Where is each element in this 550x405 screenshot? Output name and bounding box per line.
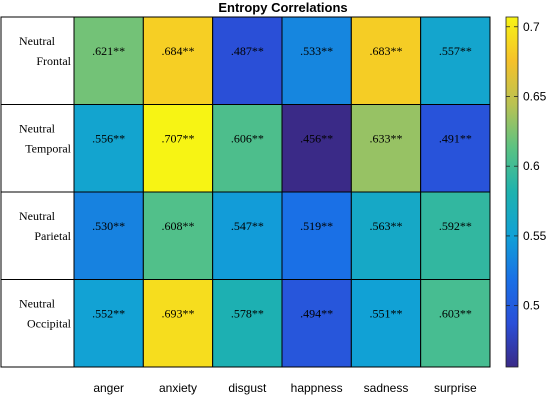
heatmap-cell [350,16,422,105]
row-label-line1: Neutral [19,34,56,48]
cell-value-label: .491** [439,131,472,145]
x-tick-label: anxiety [159,381,197,395]
cell-value-label: .547** [231,219,264,233]
cell-value-label: .456** [300,131,333,145]
heatmap-cell [73,191,144,280]
row-label-line2: Temporal [25,142,71,156]
cell-value-label: .487** [231,44,264,58]
heatmap-cell [350,104,422,193]
heatmap-cell [420,279,491,368]
colorbar: 0.5 0.55 0.6 0.65 0.7 [505,16,547,368]
chart-title: Entropy Correlations [218,0,347,15]
row-label-box [0,279,75,368]
x-tick-label: sadness [364,381,409,395]
heatmap-cell [212,16,283,105]
colorbar-tick-label: 0.6 [523,159,540,173]
colorbar-tick-label: 0.55 [523,229,547,243]
row-label-line2: Parietal [34,229,71,243]
cell-value-label: .684** [162,44,195,58]
colorbar-gradient [505,16,519,368]
x-tick-label: surprise [434,381,477,395]
x-tick-label: disgust [228,381,267,395]
x-tick-label: anger [93,381,124,395]
heatmap-cell [420,191,491,280]
row-labels: Neutral Frontal Neutral Temporal Neutral Pari… [0,16,75,368]
cell-value-label: .530** [92,219,125,233]
cell-value-label: .633** [370,131,403,145]
heatmap-cell [281,191,352,280]
x-tick-label: happness [291,381,343,395]
cell-value-label: .603** [439,306,472,320]
row-label-box [0,191,75,280]
cell-value-label: .519** [300,219,333,233]
cell-value-label: .693** [162,306,195,320]
cell-value-label: .606** [231,131,264,145]
heatmap-cell [420,16,491,105]
heatmap-cell [142,279,214,368]
heatmap-cell [142,16,214,105]
row-label-line1: Neutral [19,297,56,311]
cell-value-label: .621** [92,44,125,58]
heatmap-cell [73,104,144,193]
heatmap-cell [73,16,144,105]
heatmap-cell [350,191,422,280]
heatmap-cell [212,191,283,280]
x-axis-ticks: anger anxiety disgust happness sadness surpri… [93,381,477,395]
row-label-line2: Frontal [36,54,71,68]
heatmap-cell [212,104,283,193]
row-label-line2: Occipital [27,317,72,331]
heatmap-cell-labels: .621** .684** .487** .533** .683** .557** .556… [92,44,472,321]
cell-value-label: .556** [92,131,125,145]
cell-value-label: .608** [162,219,195,233]
cell-value-label: .578** [231,306,264,320]
row-label-box [0,104,75,193]
row-label-line1: Neutral [19,122,56,136]
row-label-box [0,16,75,105]
cell-value-label: .683** [370,44,403,58]
heatmap-cell [281,104,352,193]
colorbar-tick-label: 0.7 [523,20,540,34]
cell-value-label: .552** [92,306,125,320]
colorbar-tick-label: 0.65 [523,89,547,103]
heatmap-cell [212,279,283,368]
heatmap-cells [73,16,491,368]
cell-value-label: .551** [370,306,403,320]
heatmap-cell [142,191,214,280]
cell-value-label: .557** [439,44,472,58]
heatmap-cell [281,279,352,368]
heatmap-cell [420,104,491,193]
colorbar-ticks: 0.5 0.55 0.6 0.65 0.7 [506,20,547,313]
cell-value-label: .707** [162,131,195,145]
heatmap-cell [281,16,352,105]
cell-value-label: .494** [300,306,333,320]
heatmap-cell [350,279,422,368]
plot-area-frame [0,16,491,368]
cell-value-label: .563** [370,219,403,233]
heatmap-cell [142,104,214,193]
cell-value-label: .592** [439,219,472,233]
heatmap-cell [73,279,144,368]
row-label-line1: Neutral [19,209,56,223]
colorbar-tick-label: 0.5 [523,299,540,313]
cell-value-label: .533** [300,44,333,58]
